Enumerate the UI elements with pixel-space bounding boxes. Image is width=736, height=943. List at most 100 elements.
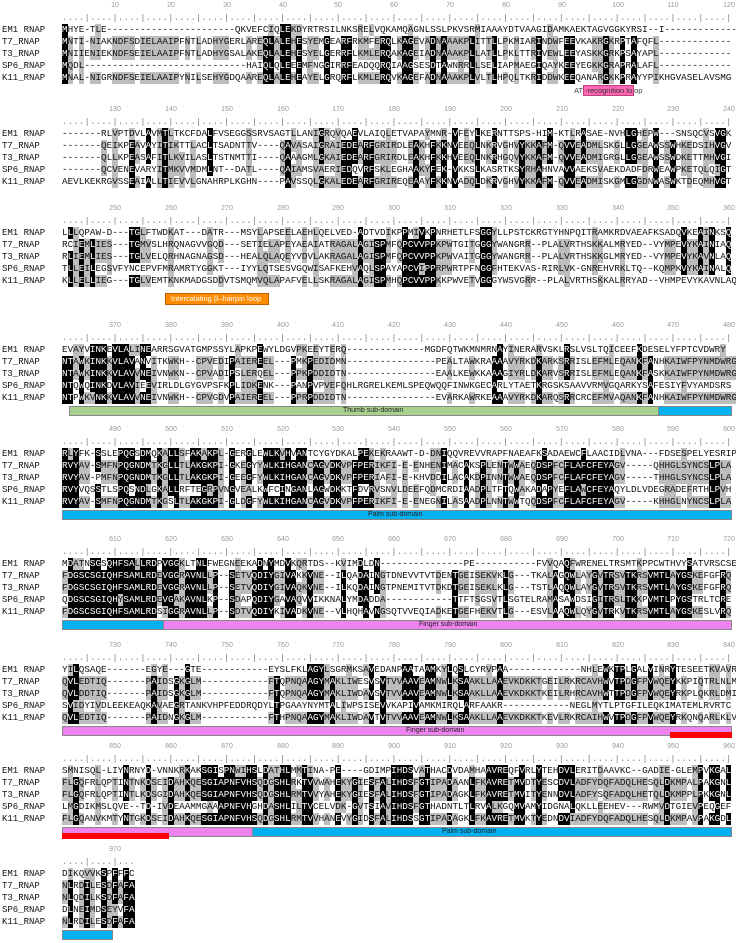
finger-subdomain-bar: Finger sub-domain	[163, 620, 732, 630]
tick-label: 410	[332, 322, 344, 329]
sequence-residues: NTPWKVNKKVLAVVNEIVNWKH--CPVGDVPAIEREEL--…	[62, 392, 736, 404]
tick-label: 830	[667, 642, 679, 649]
tick-label: 680	[500, 536, 512, 543]
sequence-row-k11: K11_RNAP FDGSCSGIQHFSAMLRDSIGGRAVNLLP--SD…	[0, 606, 736, 618]
sequence-row-sp6: SP6_RNAP QDGSCSGIQHYSAMLRDEVGAKAVNLKP--SD…	[0, 594, 736, 606]
tick-label: 30	[223, 2, 231, 9]
sequence-name: T3_RNAP	[2, 153, 40, 163]
sequence-residues: FLGQANVKMTYNTGKDSEIDAHKQESGIAPNFVHSQDGSH…	[62, 813, 732, 825]
position-ruler: ....|....|....|....|....|....|....|....|…	[62, 118, 732, 126]
sequence-name: EM1 RNAP	[2, 129, 46, 139]
sequence-name: K11_RNAP	[2, 393, 46, 403]
tick-label: 160	[277, 106, 289, 113]
domain-label: Palm sub-domain	[368, 511, 423, 518]
tick-label: 100	[612, 2, 624, 9]
sequence-row-sp6: SP6_RNAP NTQWQINKDVLAVIEEVIRLDLGYGVPSFKPL…	[0, 380, 736, 392]
sequence-residues: NLRDILESDFAFA	[62, 880, 135, 892]
sequence-row-em1: EM1 RNAP MHYE-TLE-----------------------Q…	[0, 24, 736, 36]
sequence-name: K11_RNAP	[2, 713, 46, 723]
tick-label: 540	[388, 426, 400, 433]
sequence-residues: FLGQFRLQPTINTLKDSGIDAHKQESGIAPNFVHSQDGSH…	[62, 789, 732, 801]
sequence-residues: FDGSCSGIQHFSAMLRDEVGGRAVNLLP--SETVQDIYGI…	[62, 582, 732, 594]
tick-label: 780	[388, 642, 400, 649]
sequence-name: EM1 RNAP	[2, 25, 46, 35]
tick-label: 900	[388, 743, 400, 750]
sequence-residues: RCIEMLIES---TGMVSLHRQNAGVVGQD---SETIELAP…	[62, 239, 732, 251]
sequence-residues: -------RLVPTDVLAVMTLTKCFDALFVSEGGSSRVSAG…	[62, 128, 732, 140]
tick-label: 450	[556, 322, 568, 329]
tick-label: 490	[109, 426, 121, 433]
tick-label: 110	[667, 2, 679, 9]
alignment-block-1: 10 20 30 40 50 60 70 80 90 100 110 120 .…	[0, 2, 736, 117]
sequence-name: T7_RNAP	[2, 141, 40, 151]
sequence-row-sp6: SP6_RNAP SVIDYIVDLEEKEAQKAVAEGRTANKVHPFED…	[0, 700, 736, 712]
tick-label: 880	[277, 743, 289, 750]
domain-label: Finger sub-domain	[419, 621, 478, 628]
tick-label: 380	[165, 322, 177, 329]
sequence-row-em1: EM1 RNAP LLLQPAW-D---TGLFTWDKAT---DATR---…	[0, 227, 736, 239]
sequence-residues: NTAWKINKKVLAVANVITKWKH--CPVEDIPAIEREEL--…	[62, 356, 736, 368]
tick-label: 600	[723, 426, 735, 433]
tick-label: 720	[723, 536, 735, 543]
tick-label: 140	[165, 106, 177, 113]
sequence-residues: EVAYVINKEVLALINEARRSGVATGMPSSYLAPKPEWYLD…	[62, 344, 726, 356]
sequence-name: K11_RNAP	[2, 814, 46, 824]
sequence-name: SP6_RNAP	[2, 701, 46, 711]
position-ruler-numbers: 10 20 30 40 50 60 70 80 90 100 110 120	[62, 2, 735, 14]
sequence-row-t3: T3_RNAP NTAWKINKKVLAVVNEIVNWKN--CPVADIPSL…	[0, 368, 736, 380]
tick-label: 400	[277, 322, 289, 329]
alignment-block-8: 850 860 870 880 890 900 910 920 930 940 …	[0, 743, 736, 863]
sequence-residues: NTAWKINKKVLAVVNEIVNWKN--CPVADIPSLERQEL--…	[62, 368, 736, 380]
sequence-name: T7_RNAP	[2, 37, 40, 47]
tick-label: 960	[723, 743, 735, 750]
alignment-block-5: 490 500 510 520 530 540 550 560 570 580 …	[0, 426, 736, 546]
sequence-row-t3: T3_RNAP FDGSCSGIQHFSAMLRDEVGGRAVNLLP--SET…	[0, 582, 736, 594]
sequence-residues: NLRDILESDFAFA	[62, 916, 135, 928]
tick-label: 60	[390, 2, 398, 9]
sequence-name: T7_RNAP	[2, 881, 40, 891]
sequence-row-sp6: SP6_RNAP DLNEIMDSEYVFA	[0, 904, 736, 916]
tick-label: 470	[667, 322, 679, 329]
tick-label: 210	[556, 106, 568, 113]
tick-label: 310	[444, 205, 456, 212]
position-ruler-numbers: 970	[62, 846, 732, 858]
tick-label: 190	[444, 106, 456, 113]
red-region-bar	[670, 732, 732, 738]
sequence-residues: MQDL-----------------------------HAIQLQL…	[62, 60, 732, 72]
sequence-residues: RLYFK-SSLEPQGSDMQKALLSFAKAKPL-GERGLEWLKV…	[62, 448, 736, 460]
tick-label: 930	[556, 743, 568, 750]
position-ruler: ....|....|....|....|....|....|....|....|…	[62, 334, 732, 342]
tick-label: 950	[667, 743, 679, 750]
tick-label: 480	[723, 322, 735, 329]
position-ruler: ....|....|....|....|....|....|....|....|…	[62, 217, 732, 225]
tick-label: 230	[667, 106, 679, 113]
sequence-row-t7: T7_RNAP RVYAV-SMFNPQGNDMTKGLLTLAKGKPI-GKE…	[0, 460, 736, 472]
sequence-residues: SMNISQL-LIYNRNYD-VNNKRKAKSGISPNWIHSLDATH…	[62, 765, 732, 777]
tick-label: 170	[332, 106, 344, 113]
sequence-residues: -------QLLKPEASAFITLKVILASLTSTNMTTI----Q…	[62, 152, 732, 164]
alignment-block-2: 130 140 150 160 170 180 190 200 210 220 …	[0, 106, 736, 221]
sequence-row-em1: EM1 RNAP SMNISQL-LIYNRNYD-VNNKRKAKSGISPNW…	[0, 765, 736, 777]
sequence-row-k11: K11_RNAP RVYAV-SMFNPQGNDMTKGSLTLAKGKPI-GL…	[0, 496, 736, 508]
sequence-residues: RVYAV-SMFNPQGNDMTKGLLTLAKGKPI-GKEGYYWLKI…	[62, 460, 732, 472]
palm-subdomain-bar	[62, 620, 164, 630]
sequence-name: SP6_RNAP	[2, 381, 46, 391]
tick-label: 220	[612, 106, 624, 113]
sequence-name: SP6_RNAP	[2, 61, 46, 71]
sequence-residues: -------QCVENEVARYITMKVVMDMLNT--DATL----Q…	[62, 164, 732, 176]
sequence-name: EM1 RNAP	[2, 449, 46, 459]
sequence-name: T7_RNAP	[2, 461, 40, 471]
tick-label: 390	[221, 322, 233, 329]
tick-label: 300	[388, 205, 400, 212]
sequence-name: T3_RNAP	[2, 49, 40, 59]
tick-label: 270	[221, 205, 233, 212]
sequence-name: EM1 RNAP	[2, 228, 46, 238]
sequence-residues: AEVLKEKRGVSSEAIALLTIEVVLGNAHRPLKGHN----P…	[62, 176, 732, 188]
sequence-name: SP6_RNAP	[2, 485, 46, 495]
tick-label: 660	[388, 536, 400, 543]
tick-label: 280	[277, 205, 289, 212]
sequence-name: K11_RNAP	[2, 276, 46, 286]
tick-label: 350	[667, 205, 679, 212]
position-ruler-numbers: 850 860 870 880 890 900 910 920 930 940 …	[62, 743, 735, 755]
sequence-row-t7: T7_RNAP NTAWKINKKVLAVANVITKWKH--CPVEDIPAI…	[0, 356, 736, 368]
